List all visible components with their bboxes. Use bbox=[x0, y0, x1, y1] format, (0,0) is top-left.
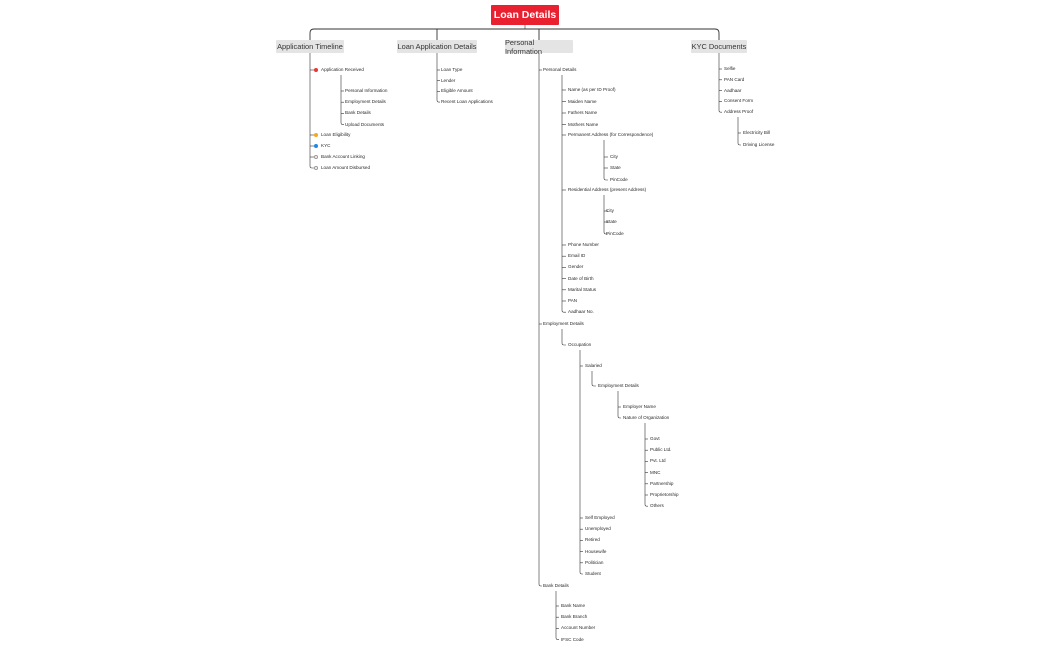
category-kyc-documents[interactable]: KYC Documents bbox=[691, 40, 747, 53]
kyc-consent-form[interactable]: Consent Form bbox=[724, 98, 754, 104]
field-permanent-address[interactable]: Permanent Address (for Correspondence) bbox=[568, 132, 654, 137]
category-personal-information[interactable]: Personal Information bbox=[505, 38, 573, 56]
field-pan[interactable]: PAN bbox=[568, 298, 578, 303]
bank-bank-branch[interactable]: Bank Branch bbox=[561, 614, 588, 620]
timeline-step-bank-account-linking[interactable]: Bank Account Linking bbox=[321, 154, 365, 159]
status-dot-bank-account-linking bbox=[314, 155, 318, 159]
loan-item-eligible-amount[interactable]: Eligible Amount bbox=[441, 88, 473, 94]
bank-details-node[interactable]: Bank Details bbox=[543, 583, 569, 588]
timeline-sub-upload-documents[interactable]: Upload Documents bbox=[345, 121, 385, 127]
residential-pincode[interactable]: PinCode bbox=[606, 231, 624, 236]
category-application-timeline[interactable]: Application Timeline bbox=[276, 40, 344, 53]
org-type-public-ltd[interactable]: Public Ltd. bbox=[650, 447, 672, 453]
loan-item-recent-loan-applications[interactable]: Recent Loan Applications bbox=[441, 99, 493, 105]
occupation-retired[interactable]: Retired bbox=[585, 537, 600, 543]
occupation-student[interactable]: Student bbox=[585, 571, 601, 576]
residential-state[interactable]: State bbox=[606, 219, 617, 224]
field-gender[interactable]: Gender bbox=[568, 264, 584, 270]
timeline-application-received[interactable]: Application Received bbox=[321, 67, 364, 72]
field-mothers-name[interactable]: Mothers Name bbox=[568, 121, 599, 127]
status-dot-loan-eligibility bbox=[314, 133, 318, 137]
field-date-of-birth[interactable]: Date of Birth bbox=[568, 275, 594, 281]
salaried-employment-details[interactable]: Employment Details bbox=[598, 383, 639, 388]
field-name-as-per-id-proof[interactable]: Name (as per ID Proof) bbox=[568, 87, 616, 92]
timeline-sub-personal-information[interactable]: Personal Information bbox=[345, 88, 388, 93]
timeline-sub-employment-details[interactable]: Employment Details bbox=[345, 99, 386, 105]
occupation-unemployed[interactable]: Unemployed bbox=[585, 526, 611, 532]
bank-bank-name[interactable]: Bank Name bbox=[561, 603, 586, 608]
occupation-node[interactable]: Occupation bbox=[568, 342, 592, 347]
org-type-others[interactable]: Others bbox=[650, 503, 664, 509]
field-residential-address[interactable]: Residential Address (present Address) bbox=[568, 187, 647, 192]
address-proof-driving-license[interactable]: Driving License bbox=[743, 142, 775, 147]
root-node[interactable]: Loan Details bbox=[491, 5, 559, 25]
permanent-state[interactable]: State bbox=[610, 165, 621, 170]
status-dot-loan-amount-disbursed bbox=[314, 166, 318, 170]
timeline-sub-bank-details[interactable]: Bank Details bbox=[345, 110, 371, 116]
field-aadhaar-no[interactable]: Aadhaar No. bbox=[568, 309, 594, 315]
timeline-step-loan-eligibility[interactable]: Loan Eligibility bbox=[321, 132, 351, 137]
occupation-politician[interactable]: Politician bbox=[585, 559, 604, 565]
category-loan-application-details[interactable]: Loan Application Details bbox=[397, 40, 477, 53]
personal-details-node[interactable]: Personal Details bbox=[543, 67, 577, 72]
occupation-housewife[interactable]: Housewife bbox=[585, 548, 607, 554]
field-email-id[interactable]: Email ID bbox=[568, 253, 586, 259]
address-proof-electricity-bill[interactable]: Electricity Bill bbox=[743, 130, 771, 135]
employment-details-node[interactable]: Employment Details bbox=[543, 321, 584, 326]
kyc-aadhaar[interactable]: Aadhaar bbox=[724, 87, 742, 93]
residential-city[interactable]: City bbox=[606, 208, 614, 213]
field-marital-status[interactable]: Marital Status bbox=[568, 286, 597, 292]
employer-name[interactable]: Employer Name bbox=[623, 404, 656, 409]
field-phone-number[interactable]: Phone Number bbox=[568, 242, 599, 247]
kyc-selfie[interactable]: Selfie bbox=[724, 66, 736, 71]
permanent-city[interactable]: City bbox=[610, 154, 618, 159]
permanent-pincode[interactable]: PinCode bbox=[610, 177, 628, 182]
bank-ifsc-code[interactable]: IFSC Code bbox=[561, 636, 584, 642]
occupation-salaried[interactable]: Salaried bbox=[585, 363, 602, 368]
org-type-mnc[interactable]: MNC bbox=[650, 469, 661, 475]
nature-of-organization[interactable]: Nature of Organization bbox=[623, 415, 670, 420]
kyc-address-proof[interactable]: Address Proof bbox=[724, 109, 754, 115]
kyc-pan-card[interactable]: PAN Card bbox=[724, 76, 745, 82]
status-dot-received bbox=[314, 68, 318, 72]
occupation-self-employed[interactable]: Self Employed bbox=[585, 515, 615, 520]
org-type-proprietorship[interactable]: Proprietorship bbox=[650, 492, 679, 497]
org-type-govt[interactable]: Govt bbox=[650, 436, 660, 441]
status-dot-kyc bbox=[314, 144, 318, 148]
bank-account-number[interactable]: Account Number bbox=[561, 625, 596, 631]
loan-item-loan-type[interactable]: Loan Type bbox=[441, 67, 463, 72]
org-type-partnership[interactable]: Partnership bbox=[650, 480, 674, 486]
field-fathers-name[interactable]: Fathers Name bbox=[568, 110, 598, 115]
timeline-step-kyc[interactable]: KYC bbox=[321, 143, 331, 148]
loan-item-lender[interactable]: Lender bbox=[441, 77, 456, 83]
timeline-step-loan-amount-disbursed[interactable]: Loan Amount Disbursed bbox=[321, 165, 371, 170]
field-maiden-name[interactable]: Maiden Name bbox=[568, 98, 597, 104]
org-type-pvt-ltd[interactable]: Pvt. Ltd bbox=[650, 458, 666, 464]
